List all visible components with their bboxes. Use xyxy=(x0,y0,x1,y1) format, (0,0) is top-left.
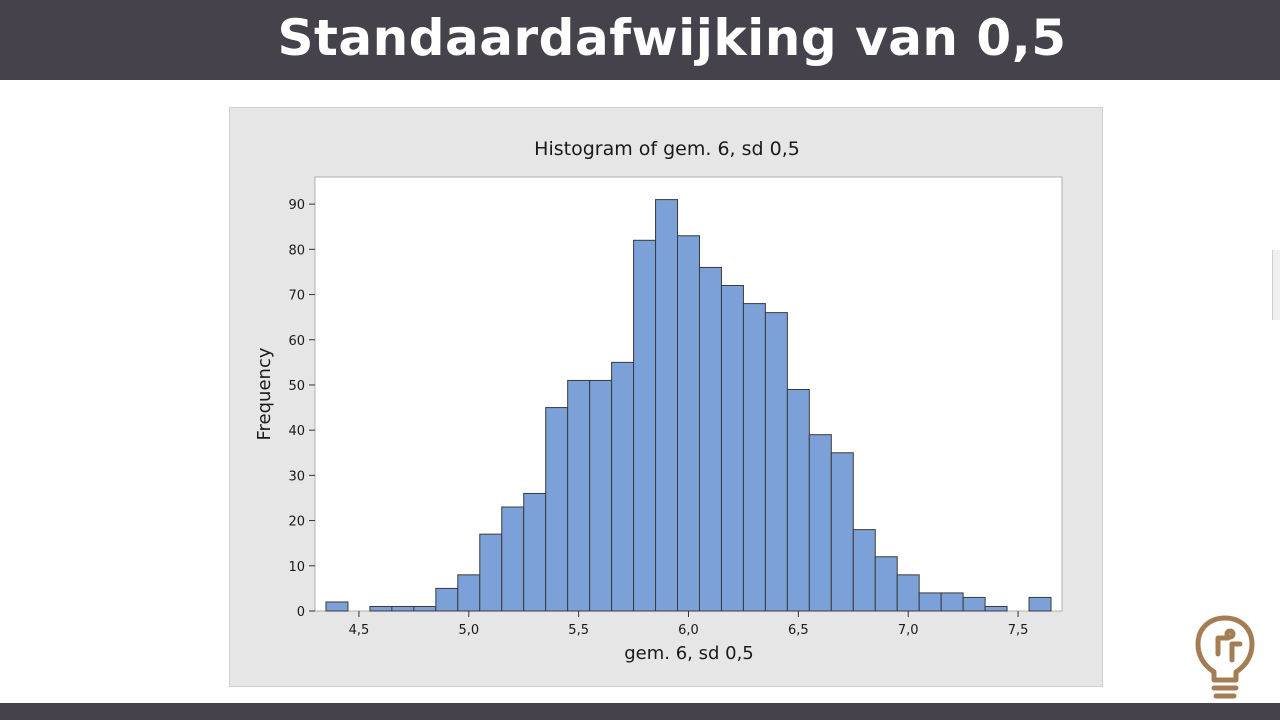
histogram-bar xyxy=(830,452,854,612)
histogram-bar xyxy=(874,556,898,612)
histogram-bar xyxy=(764,312,788,612)
histogram-bar xyxy=(742,303,766,612)
histogram-bar xyxy=(545,407,569,612)
histogram-bar xyxy=(698,266,722,612)
x-tick-label: 7,5 xyxy=(1008,623,1029,638)
histogram-bar xyxy=(940,592,964,612)
histogram-bar xyxy=(325,601,349,612)
histogram-bar xyxy=(523,492,547,612)
histogram-bar xyxy=(808,434,832,612)
histogram-bar xyxy=(1028,596,1052,612)
histogram-chart: Histogram of gem. 6, sd 0,5 0 10 20 30 40 50 6… xyxy=(254,138,1063,664)
page-edge-decoration xyxy=(1272,250,1280,320)
chart-title: Histogram of gem. 6, sd 0,5 xyxy=(534,138,800,160)
histogram-bar xyxy=(479,533,503,612)
histogram-bar xyxy=(501,506,525,612)
lightbulb-icon xyxy=(1195,615,1255,699)
x-tick-label: 6,0 xyxy=(678,623,699,638)
x-tick-label: 7,0 xyxy=(898,623,919,638)
y-tick-label: 90 xyxy=(288,198,305,213)
histogram-bar xyxy=(413,605,437,612)
histogram-bar xyxy=(918,592,942,612)
y-tick-label: 60 xyxy=(288,334,305,349)
histogram-bar xyxy=(611,361,635,612)
y-tick-label: 0 xyxy=(297,605,305,620)
histogram-bar xyxy=(369,605,393,612)
histogram-bar xyxy=(720,285,744,612)
histogram-bar xyxy=(655,199,679,612)
histogram-bar xyxy=(391,605,415,612)
x-tick-label: 5,0 xyxy=(458,623,479,638)
x-tick-label: 4,5 xyxy=(349,623,370,638)
chart-frame: Histogram of gem. 6, sd 0,5 0 10 20 30 40 50 6… xyxy=(229,107,1103,687)
histogram-bar xyxy=(633,239,657,612)
y-axis-title: Frequency xyxy=(254,347,275,440)
y-tick-label: 40 xyxy=(288,424,305,439)
slide-title: Standaardafwijking van 0,5 xyxy=(277,9,1067,67)
y-tick-label: 70 xyxy=(288,289,305,304)
histogram-bar xyxy=(852,529,876,612)
y-tick-label: 30 xyxy=(288,469,305,484)
histogram-bar xyxy=(984,605,1008,612)
histogram-bar xyxy=(677,235,700,612)
y-tick-label: 20 xyxy=(288,515,305,530)
title-bar xyxy=(0,0,1280,80)
histogram-bar xyxy=(457,574,481,612)
histogram-bar xyxy=(589,379,613,612)
y-tick-label: 50 xyxy=(288,379,305,394)
y-tick-label: 10 xyxy=(288,560,305,575)
x-axis-title: gem. 6, sd 0,5 xyxy=(624,643,754,664)
histogram-bar xyxy=(435,587,459,612)
y-tick-label: 80 xyxy=(288,243,305,258)
histogram-bar xyxy=(962,596,986,612)
histogram-bar xyxy=(786,388,810,612)
x-tick-label: 6,5 xyxy=(788,623,809,638)
x-tick-label: 5,5 xyxy=(568,623,589,638)
histogram-bar xyxy=(896,574,920,612)
footer-bar xyxy=(0,703,1280,720)
histogram-bar xyxy=(567,379,591,612)
